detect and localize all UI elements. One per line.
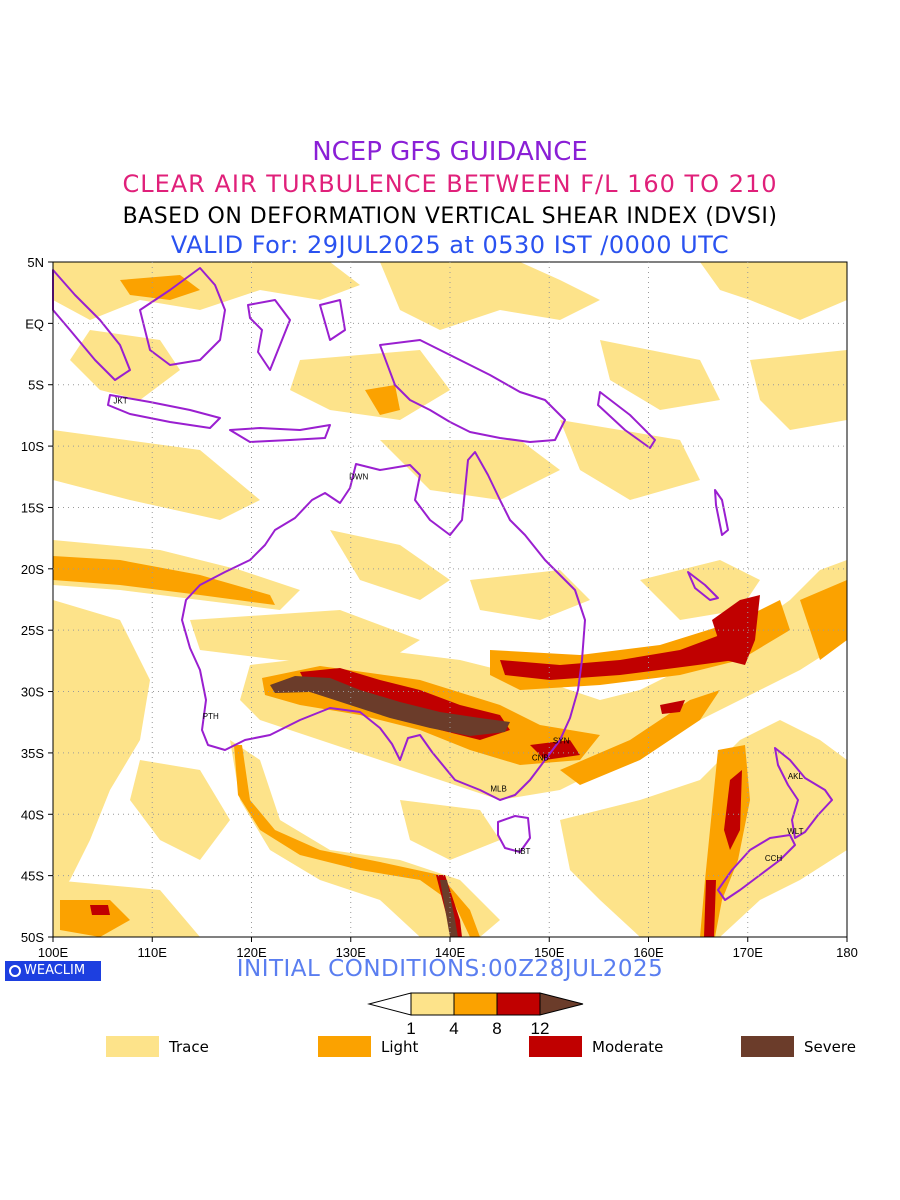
- product-title: CLEAR AIR TURBULENCE BETWEEN F/L 160 TO …: [122, 170, 778, 198]
- lat-tick-label: 30S: [21, 685, 44, 700]
- station-wlt: WLT: [787, 827, 803, 836]
- station-pth: PTH: [203, 712, 219, 721]
- weaclim-badge: WEACLIM: [5, 961, 101, 981]
- valid-time: VALID For: 29JUL2025 at 0530 IST /0000 U…: [170, 231, 730, 259]
- colorbar-tick: 8: [492, 1019, 501, 1038]
- lat-tick-label: 15S: [21, 500, 44, 515]
- badge-label: WEACLIM: [24, 963, 86, 978]
- java-coastline: [107, 394, 221, 429]
- legend-label: Moderate: [592, 1038, 664, 1056]
- station-akl: AKL: [788, 772, 804, 781]
- nz-south-coastline: [717, 834, 796, 901]
- sulawesi-coastline: [247, 299, 291, 371]
- lon-tick-label: 160E: [633, 945, 664, 960]
- stations: JKT DWN PTH SYN CNB MLB HBT AKL WLT CCH: [113, 396, 803, 863]
- vanuatu-coastline: [714, 489, 729, 536]
- axis-labels: 100E 110E 120E 130E 140E 150E 160E 170E 180 5N EQ 5…: [21, 255, 858, 960]
- australia-coastline: [181, 451, 586, 801]
- lon-tick-label: 100E: [38, 945, 69, 960]
- station-cch: CCH: [765, 854, 783, 863]
- lat-tick-label: 25S: [21, 623, 44, 638]
- lat-tick-label: 20S: [21, 562, 44, 577]
- color-bar: 1 4 8 12: [367, 992, 584, 1038]
- colorbar-max-arrow: [539, 992, 584, 1016]
- colorbar-trace: [410, 992, 455, 1016]
- legend-label: Severe: [804, 1038, 856, 1056]
- legend-swatch: [529, 1036, 582, 1057]
- colorbar-tick: 1: [406, 1019, 415, 1038]
- turbulence-fill: [53, 262, 847, 937]
- borneo-coastline: [139, 267, 226, 366]
- initial-conditions: INITIAL CONDITIONS:00Z28JUL2025: [236, 956, 664, 982]
- colorbar-min-arrow: [367, 992, 412, 1016]
- weaclim-logo-icon: [9, 964, 21, 977]
- lat-tick-label: 40S: [21, 807, 44, 822]
- lat-tick-label: 5S: [28, 378, 44, 393]
- station-cnb: CNB: [532, 754, 549, 763]
- lon-tick-label: 150E: [534, 945, 565, 960]
- legend-swatch: [318, 1036, 371, 1057]
- legend-swatch: [106, 1036, 159, 1057]
- lat-tick-label: 45S: [21, 869, 44, 884]
- lon-tick-label: 170E: [733, 945, 764, 960]
- new-guinea-coastline: [379, 339, 566, 443]
- lat-tick-label: 50S: [21, 930, 44, 945]
- lat-tick-label: 10S: [21, 439, 44, 454]
- colorbar-tick: 12: [531, 1019, 550, 1038]
- lon-tick-label: 110E: [138, 945, 168, 960]
- colorbar-moderate: [496, 992, 541, 1016]
- model-title: NCEP GFS GUIDANCE: [312, 137, 588, 167]
- lon-tick-label: 120E: [236, 945, 267, 960]
- solomon-coastline: [597, 391, 656, 449]
- colorbar-light: [453, 992, 498, 1016]
- legend-label: Light: [381, 1038, 419, 1056]
- colorbar-tick: 4: [449, 1019, 458, 1038]
- station-jkt: JKT: [113, 396, 127, 405]
- nz-north-coastline: [774, 747, 833, 839]
- station-hbt: HBT: [514, 847, 530, 856]
- lesser-sunda-coastline: [229, 424, 331, 443]
- new-caledonia-coastline: [687, 571, 719, 601]
- legend-label: Trace: [169, 1038, 209, 1056]
- lon-tick-label: 130E: [336, 945, 367, 960]
- lon-tick-label: 180: [836, 945, 858, 960]
- station-mlb: MLB: [490, 784, 506, 793]
- station-dwn: DWN: [349, 473, 368, 482]
- lat-tick-label: 35S: [21, 746, 44, 761]
- sumatra-coastline: [52, 269, 131, 381]
- graticule: [48, 261, 848, 942]
- lat-tick-label: 5N: [27, 255, 44, 270]
- lon-tick-label: 140E: [435, 945, 466, 960]
- lat-tick-label: EQ: [25, 316, 44, 331]
- coastlines: [52, 267, 833, 901]
- maluku-coastline: [319, 299, 346, 341]
- station-syn: SYN: [553, 736, 570, 745]
- tasmania-coastline: [497, 815, 531, 853]
- legend-swatch: [741, 1036, 794, 1057]
- index-basis: BASED ON DEFORMATION VERTICAL SHEAR INDE…: [122, 204, 778, 229]
